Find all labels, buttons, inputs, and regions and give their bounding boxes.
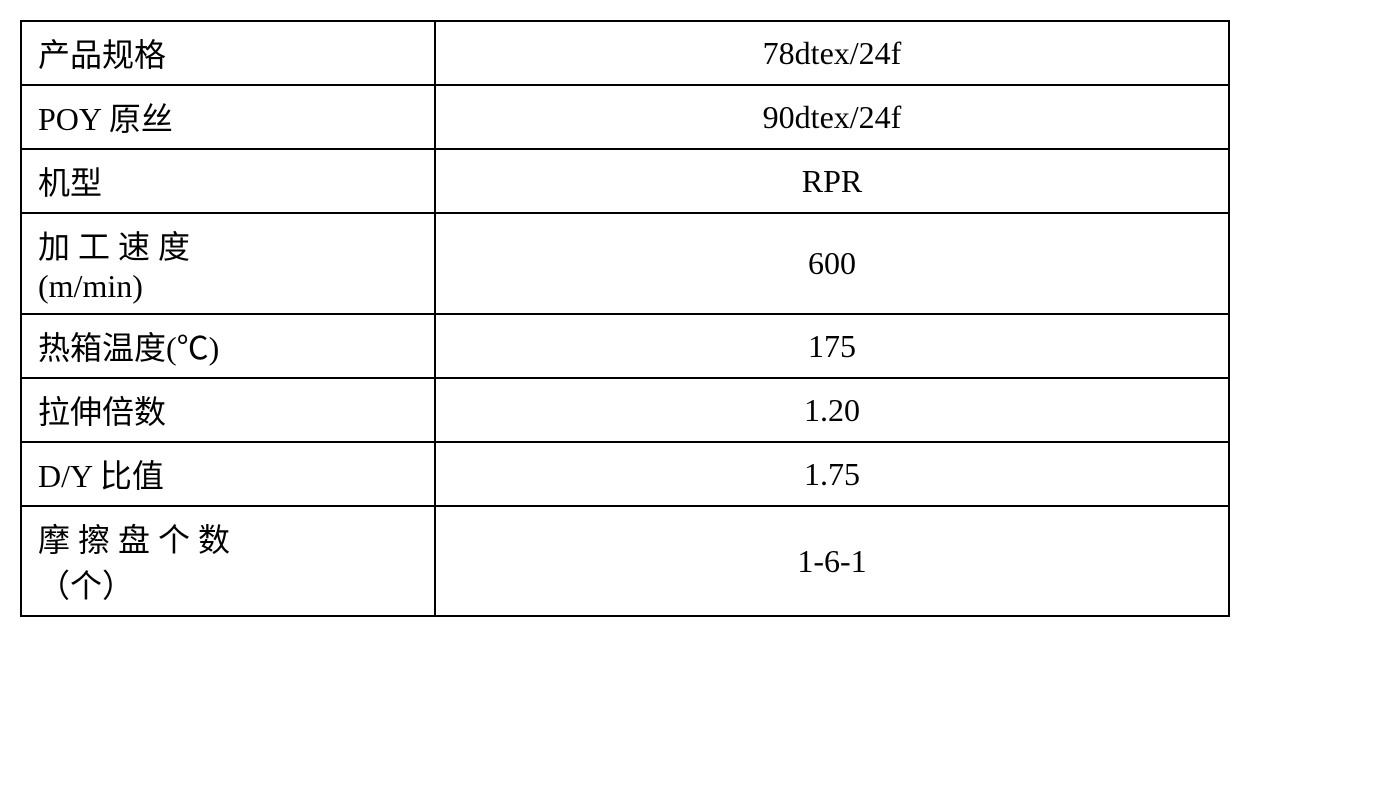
row-value: 1.75 xyxy=(435,442,1229,506)
table-row: 热箱温度(℃) 175 xyxy=(21,314,1229,378)
row-label: D/Y 比值 xyxy=(21,442,435,506)
spec-table-body: 产品规格 78dtex/24f POY 原丝 90dtex/24f 机型 RPR… xyxy=(21,21,1229,616)
row-value: 1.20 xyxy=(435,378,1229,442)
row-label: 产品规格 xyxy=(21,21,435,85)
row-value: 78dtex/24f xyxy=(435,21,1229,85)
row-label: POY 原丝 xyxy=(21,85,435,149)
row-label-line1: 加 工 速 度 xyxy=(38,229,190,265)
table-row: 机型 RPR xyxy=(21,149,1229,213)
table-row: 拉伸倍数 1.20 xyxy=(21,378,1229,442)
row-value: 1-6-1 xyxy=(435,506,1229,616)
row-value: RPR xyxy=(435,149,1229,213)
row-value: 600 xyxy=(435,213,1229,314)
row-label: 机型 xyxy=(21,149,435,213)
row-label: 拉伸倍数 xyxy=(21,378,435,442)
row-value: 175 xyxy=(435,314,1229,378)
row-label-line1: 摩 擦 盘 个 数 xyxy=(38,522,230,558)
table-row: D/Y 比值 1.75 xyxy=(21,442,1229,506)
row-label: 加 工 速 度 (m/min) xyxy=(21,213,435,314)
table-row: POY 原丝 90dtex/24f xyxy=(21,85,1229,149)
table-row: 摩 擦 盘 个 数 （个） 1-6-1 xyxy=(21,506,1229,616)
table-row: 产品规格 78dtex/24f xyxy=(21,21,1229,85)
row-value: 90dtex/24f xyxy=(435,85,1229,149)
row-label: 热箱温度(℃) xyxy=(21,314,435,378)
row-label: 摩 擦 盘 个 数 （个） xyxy=(21,506,435,616)
spec-table-container: 产品规格 78dtex/24f POY 原丝 90dtex/24f 机型 RPR… xyxy=(20,20,1230,617)
table-row: 加 工 速 度 (m/min) 600 xyxy=(21,213,1229,314)
spec-table: 产品规格 78dtex/24f POY 原丝 90dtex/24f 机型 RPR… xyxy=(20,20,1230,617)
row-label-line2: (m/min) xyxy=(38,268,143,304)
row-label-line2: （个） xyxy=(38,568,134,604)
